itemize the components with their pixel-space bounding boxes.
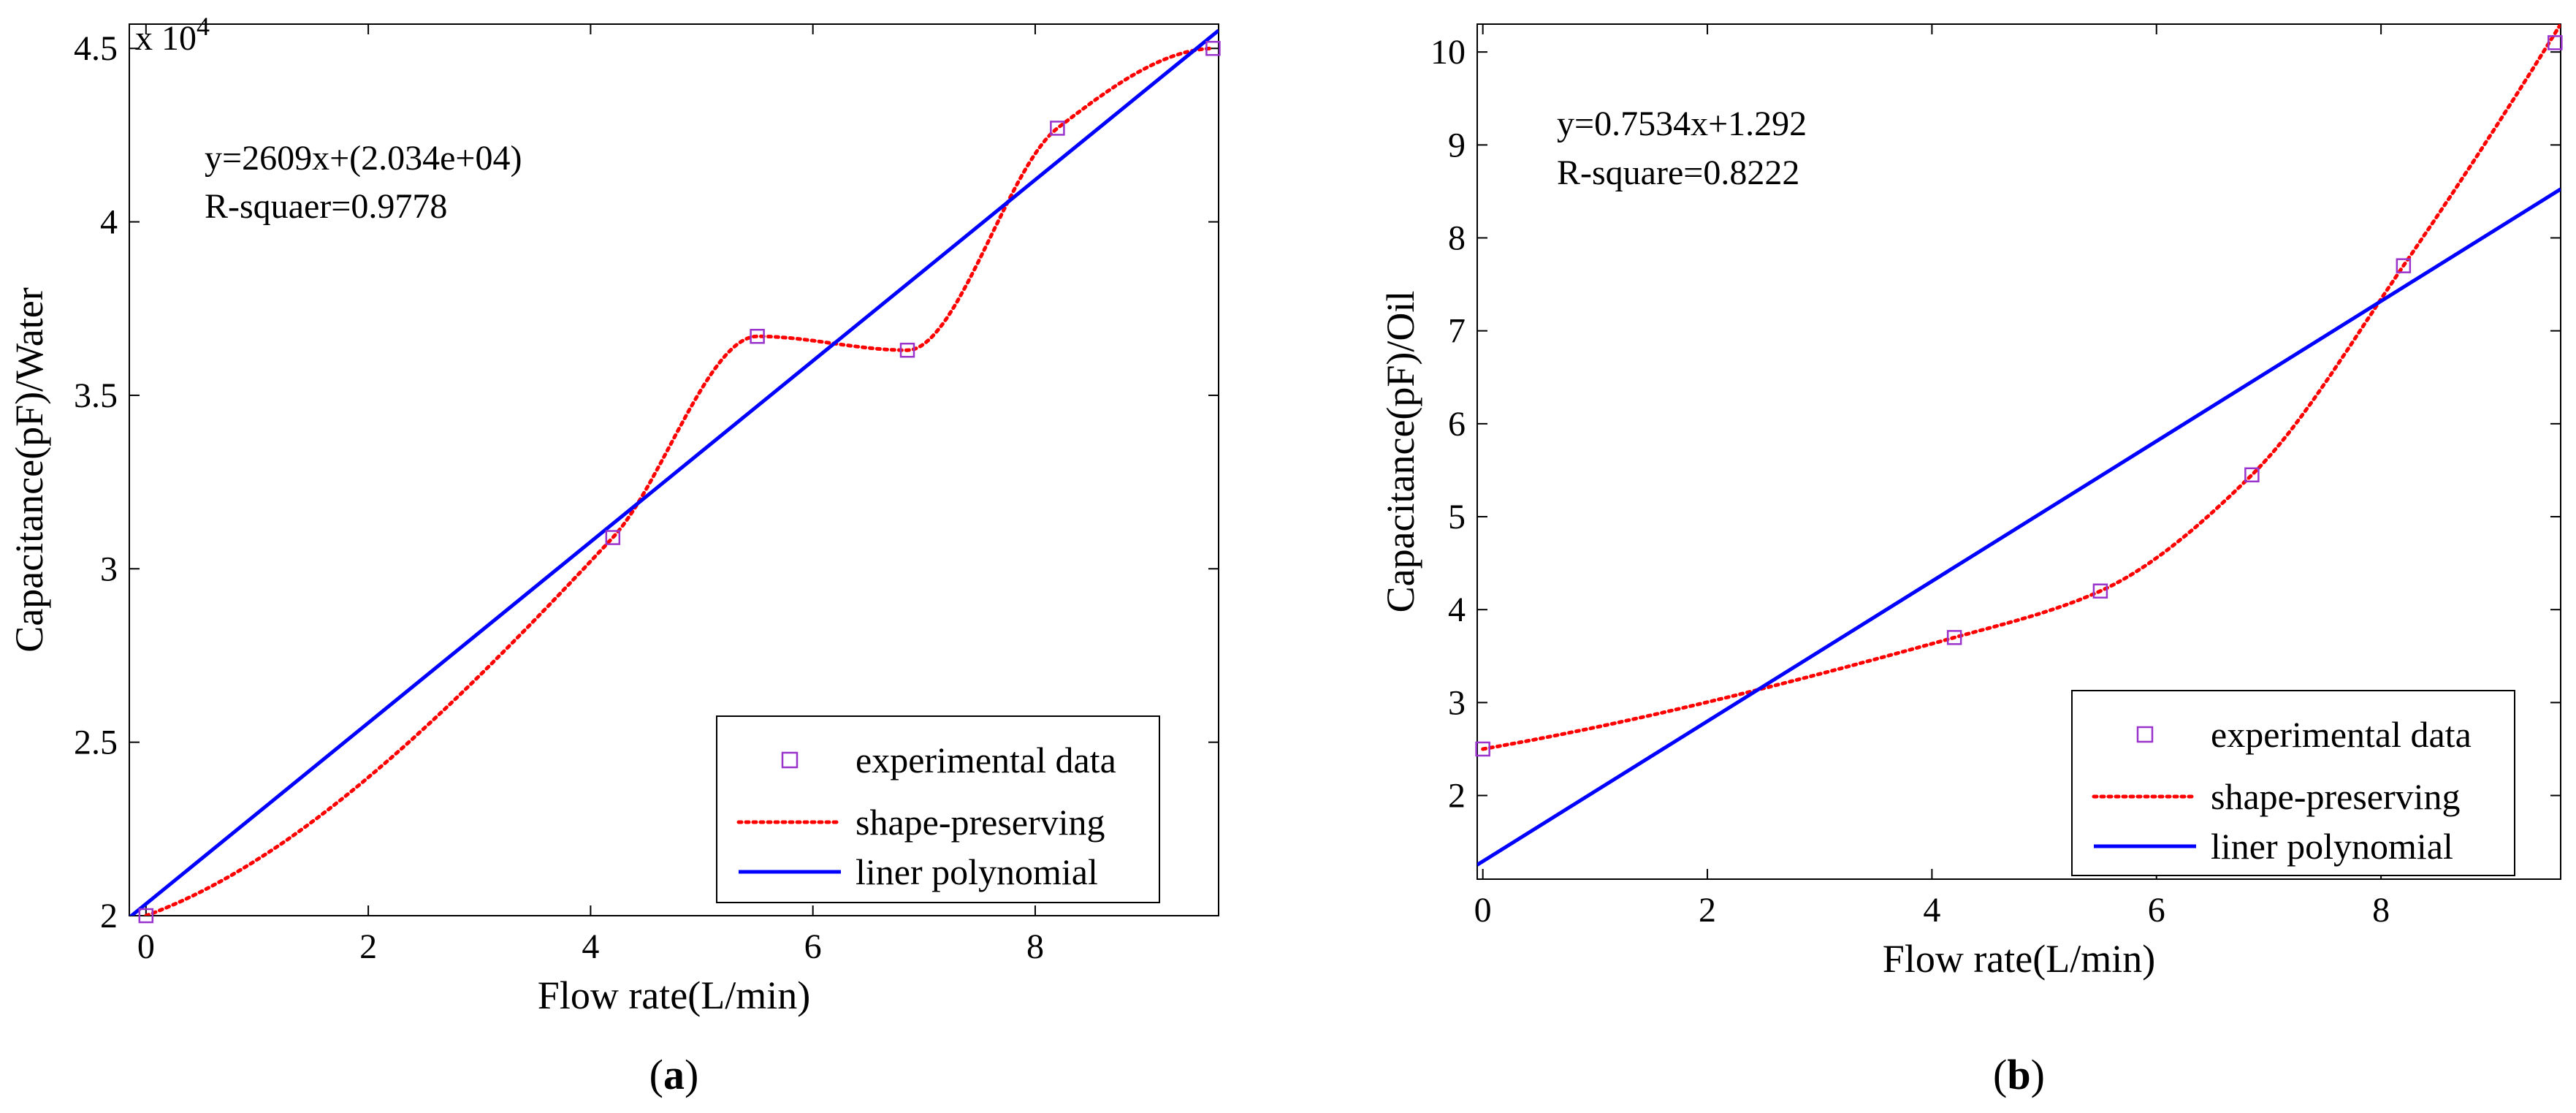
panel-label: (a) [649, 1051, 699, 1098]
data-point-marker [2396, 258, 2412, 273]
y-axis-title: Capacitance(pF)/Water [7, 287, 51, 652]
data-point-marker [2244, 467, 2260, 483]
x-tick-label: 8 [1026, 927, 1044, 966]
x-tick-label: 4 [1923, 891, 1940, 930]
y-tick-label: 2 [1448, 777, 1466, 816]
legend-label: experimental data [856, 740, 1116, 780]
legend-label: liner polynomial [856, 851, 1098, 892]
data-point-marker [605, 530, 621, 545]
x-axis-title: Flow rate(L/min) [538, 973, 810, 1017]
x-tick-label: 0 [137, 927, 155, 966]
series-line-linear-fit [129, 29, 1219, 916]
series-line-shape-preserving [144, 46, 1215, 916]
legend-label: liner polynomial [2211, 826, 2453, 867]
data-point-marker [750, 328, 765, 344]
chart-panel-b: 0 2 4 6 8 2 3 4 5 6 7 8 9 10 Flow rate(L/min) Capacitan… [1379, 23, 2563, 1098]
data-point-marker [2092, 583, 2108, 599]
x-tick-label: 0 [1474, 891, 1492, 930]
data-point-marker [1475, 741, 1490, 757]
x-axis-title: Flow rate(L/min) [1883, 937, 2155, 981]
series-line-linear-fit [1477, 187, 2561, 867]
y-tick-label: 7 [1448, 312, 1466, 351]
data-point-marker [1946, 630, 1962, 645]
y-tick-label: 2 [100, 897, 118, 935]
y-tick-label: 4.5 [74, 29, 118, 68]
y-tick-label: 4 [1448, 590, 1466, 629]
y-tick-label: 8 [1448, 219, 1466, 258]
legend: experimental data shape-preserving liner p… [716, 715, 1160, 903]
fit-annotation-line: R-square=0.8222 [1557, 153, 1799, 192]
y-tick-label: 3 [1448, 683, 1466, 722]
legend-label: experimental data [2211, 714, 2472, 755]
legend-label: shape-preserving [2211, 776, 2461, 817]
panel-label: (b) [1993, 1051, 2045, 1098]
y-tick-label: 2.5 [74, 723, 118, 762]
y-axis-multiplier: x 104 [135, 12, 210, 58]
data-point-marker [899, 342, 915, 358]
y-tick-label: 10 [1430, 33, 1466, 72]
data-point-marker [138, 908, 154, 924]
x-tick-label: 6 [2148, 891, 2165, 930]
legend-label: shape-preserving [856, 802, 1105, 843]
y-tick-label: 3 [100, 550, 118, 588]
legend-symbol-marker [2136, 726, 2154, 743]
x-tick-label: 2 [1699, 891, 1716, 930]
y-tick-label: 5 [1448, 498, 1466, 536]
y-tick-label: 6 [1448, 405, 1466, 444]
y-tick-label: 4 [100, 203, 118, 242]
y-axis-title: Capacitance(pF)/Oil [1379, 291, 1422, 613]
data-point-marker [1050, 121, 1065, 136]
series-group [129, 29, 1219, 916]
legend-symbol-marker [781, 751, 799, 769]
fit-annotation-line: R-squaer=0.9778 [205, 187, 447, 226]
x-tick-label: 2 [359, 927, 377, 966]
data-point-marker [1205, 40, 1221, 56]
legend: experimental data shape-preserving liner p… [2071, 690, 2515, 876]
x-tick-label: 4 [582, 927, 599, 966]
fit-annotation-line: y=0.7534x+1.292 [1557, 105, 1807, 143]
series-group [1477, 24, 2561, 867]
y-tick-label: 3.5 [74, 376, 118, 415]
x-tick-label: 8 [2372, 891, 2390, 930]
y-tick-label: 9 [1448, 126, 1466, 164]
fit-annotation-line: y=2609x+(2.034e+04) [205, 139, 522, 178]
data-point-marker [2548, 35, 2563, 50]
x-tick-label: 6 [804, 927, 822, 966]
